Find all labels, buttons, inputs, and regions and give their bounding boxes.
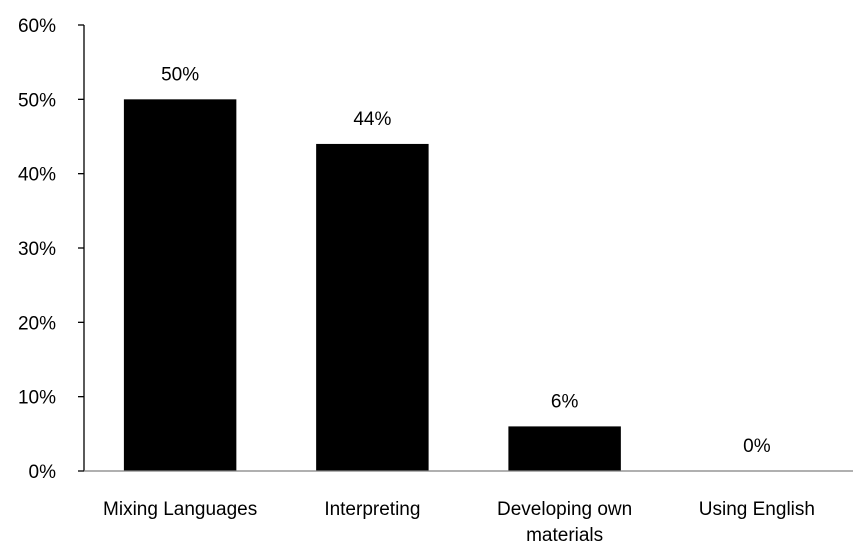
bar	[123, 99, 237, 471]
data-labels: 50% 44% 6% 0%	[161, 64, 771, 457]
category-label: Interpreting	[324, 499, 420, 520]
y-tick-label: 60%	[18, 16, 56, 37]
category-label: Mixing Languages	[103, 499, 257, 520]
category-label: Developing own	[497, 499, 632, 520]
y-tick-label: 40%	[18, 165, 56, 186]
data-label: 44%	[353, 109, 391, 130]
bar	[316, 143, 429, 471]
data-label: 0%	[743, 436, 771, 457]
category-label: Using English	[699, 499, 815, 520]
y-tick-label: 10%	[18, 388, 56, 409]
bars	[123, 99, 621, 471]
data-label: 6%	[551, 391, 579, 412]
bar	[508, 426, 621, 471]
data-label: 50%	[161, 64, 199, 85]
y-axis: 0% 10% 20% 30% 40% 50% 60%	[18, 16, 85, 483]
y-tick-label: 50%	[18, 90, 56, 111]
y-tick-label: 0%	[29, 462, 57, 483]
x-axis: Mixing Languages Interpreting Developing o…	[84, 470, 853, 546]
y-tick-label: 30%	[18, 239, 56, 260]
category-label: materials	[526, 525, 603, 546]
y-tick-label: 20%	[18, 313, 56, 334]
